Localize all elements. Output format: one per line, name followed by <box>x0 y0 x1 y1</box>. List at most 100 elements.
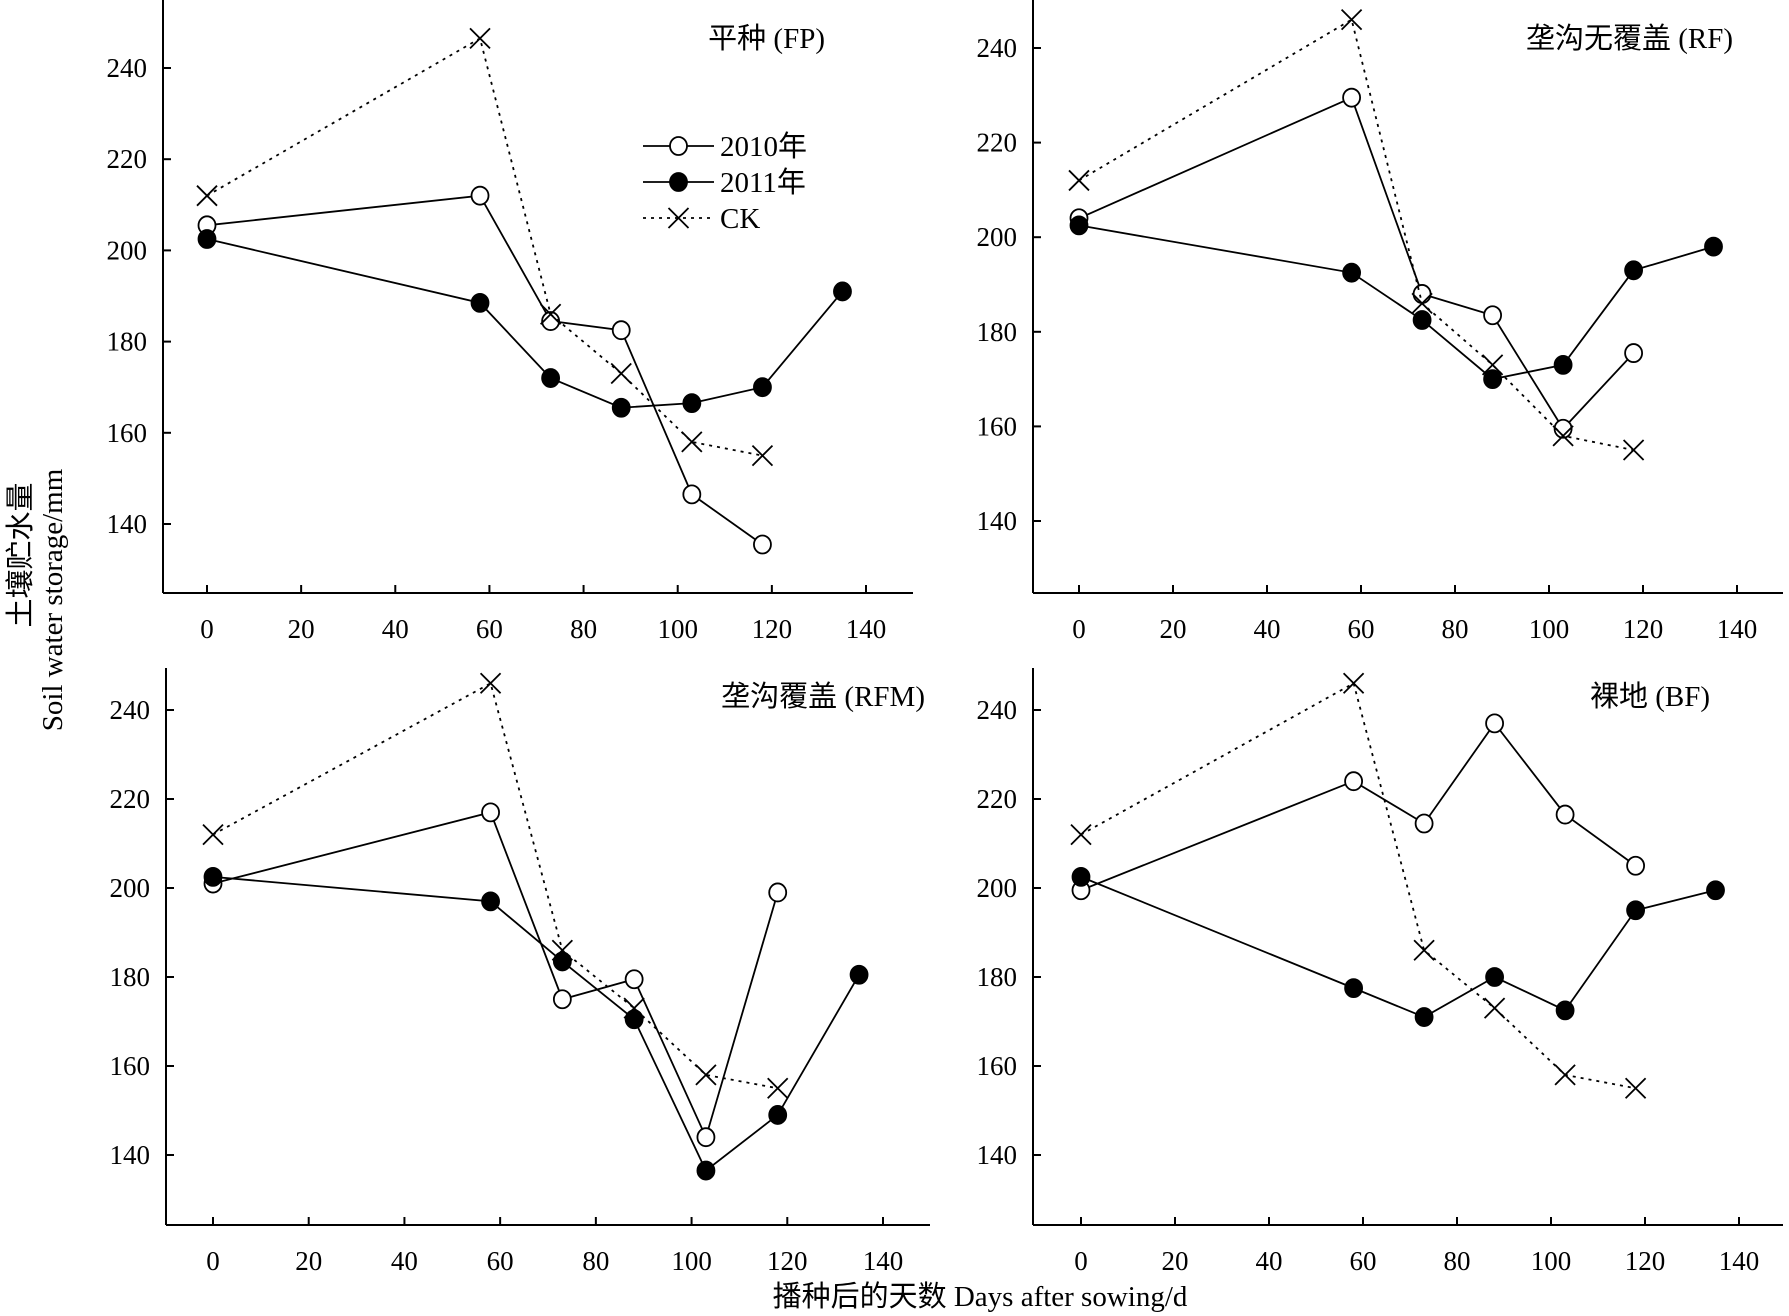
data-point <box>1069 215 1089 236</box>
data-point <box>849 964 869 985</box>
data-point <box>682 484 702 505</box>
x-tick-label: 40 <box>1256 1246 1283 1276</box>
x-tick-label: 60 <box>1350 1246 1377 1276</box>
series-ck <box>202 672 789 1099</box>
chart-panel-1: 140 160 180 200 220 240 0 20 40 60 80 100 120 140 平种 (… <box>107 0 913 644</box>
data-point <box>470 292 490 313</box>
y-tick-label: 200 <box>107 235 148 265</box>
data-point <box>541 368 561 388</box>
legend-item: 2010年 <box>643 130 807 163</box>
y-tick-label: 160 <box>977 411 1018 441</box>
data-point <box>1411 292 1433 315</box>
data-point <box>1706 880 1725 901</box>
data-point <box>1624 1077 1647 1099</box>
legend-label: 2011年 <box>720 166 806 199</box>
series-ck <box>1070 672 1647 1099</box>
data-point <box>552 951 572 972</box>
data-point <box>551 939 573 961</box>
data-point <box>479 672 502 694</box>
data-point <box>696 1127 716 1148</box>
data-point <box>1485 713 1504 734</box>
data-point <box>611 320 631 341</box>
panel-title: 垄沟覆盖 (RFM) <box>721 680 925 713</box>
x-tick-label: 120 <box>1623 614 1664 644</box>
legend-marker <box>667 207 690 229</box>
x-tick-label: 60 <box>1348 614 1375 644</box>
x-tick-label: 120 <box>1625 1246 1666 1276</box>
data-point <box>197 229 217 249</box>
data-point <box>1342 262 1361 283</box>
data-point <box>1344 978 1363 999</box>
x-tick-label: 0 <box>1074 1246 1088 1276</box>
series-line <box>212 811 779 1140</box>
y-tick-label: 160 <box>110 1051 151 1081</box>
x-tick-label: 80 <box>570 614 597 644</box>
data-point <box>681 431 703 453</box>
x-tick-label: 100 <box>657 614 698 644</box>
x-tick-label: 140 <box>1717 614 1758 644</box>
series-ck <box>196 27 774 467</box>
x-tick-label: 100 <box>1529 614 1570 644</box>
data-point <box>202 823 224 846</box>
series-line <box>1078 96 1635 431</box>
data-point <box>1412 284 1432 304</box>
data-point <box>1553 355 1573 375</box>
data-point <box>1342 672 1365 694</box>
x-tick-label: 140 <box>1719 1246 1760 1276</box>
data-point <box>203 866 223 887</box>
x-tick-label: 80 <box>582 1246 609 1276</box>
x-tick-label: 100 <box>671 1246 712 1276</box>
data-point <box>1413 939 1435 961</box>
x-tick-label: 20 <box>295 1246 322 1276</box>
y-tick-label: 220 <box>977 784 1018 814</box>
x-tick-label: 40 <box>382 614 409 644</box>
data-point <box>1068 169 1090 192</box>
series-line <box>206 194 763 546</box>
y-tick-label: 160 <box>977 1051 1018 1081</box>
data-point <box>1414 813 1434 834</box>
legend-label: CK <box>720 203 760 235</box>
x-tick-label: 20 <box>1162 1246 1189 1276</box>
data-point <box>1342 87 1361 108</box>
data-point <box>682 393 702 414</box>
data-point <box>1553 418 1573 439</box>
chart-panel-4: 140 160 180 200 220 240 0 20 40 60 80 100 120 140 裸地 (… <box>977 668 1783 1276</box>
series-line <box>1078 224 1714 381</box>
y-tick-label: 240 <box>110 695 151 725</box>
series-ck <box>1068 8 1645 461</box>
x-tick-label: 20 <box>288 614 315 644</box>
legend-label: 2010年 <box>720 130 807 163</box>
data-point <box>196 185 218 207</box>
y-tick-label: 140 <box>110 1140 151 1170</box>
data-point <box>1481 354 1504 376</box>
legend-item: CK <box>643 203 760 235</box>
x-tick-label: 80 <box>1442 614 1469 644</box>
y-tick-label: 140 <box>107 509 148 539</box>
panel-title: 垄沟无覆盖 (RF) <box>1526 22 1733 55</box>
data-point <box>833 281 852 302</box>
chart-panel-2: 140 160 180 200 220 240 0 20 40 60 80 100 120 140 垄沟无覆… <box>977 0 1783 644</box>
y-tick-label: 180 <box>977 962 1018 992</box>
series-line <box>1080 681 1636 1090</box>
panel-title: 裸地 (BF) <box>1590 680 1710 713</box>
x-tick-label: 140 <box>846 614 887 644</box>
y-tick-label: 240 <box>977 33 1018 63</box>
y-tick-label: 140 <box>977 506 1018 536</box>
x-tick-label: 120 <box>752 614 793 644</box>
y-tick-label: 220 <box>107 144 148 174</box>
y-axis-title-cn: 土壤贮水量 <box>4 482 37 627</box>
data-point <box>1626 855 1645 876</box>
data-point <box>552 989 572 1010</box>
data-point <box>1622 439 1645 461</box>
x-tick-label: 60 <box>487 1246 514 1276</box>
data-point <box>1483 369 1502 390</box>
series-2011 <box>1071 866 1725 1027</box>
data-point <box>610 362 632 385</box>
series-2010 <box>1071 713 1645 901</box>
series-line <box>206 238 844 409</box>
data-point <box>1555 1000 1575 1021</box>
series-line <box>212 875 860 1172</box>
